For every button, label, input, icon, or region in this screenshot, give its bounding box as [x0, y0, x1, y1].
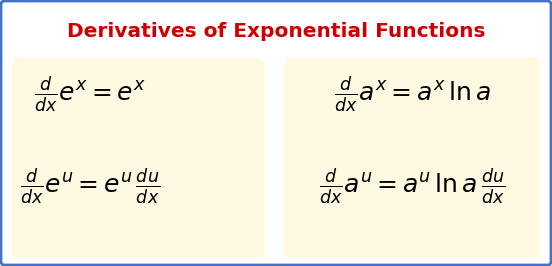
FancyBboxPatch shape: [284, 58, 540, 258]
Text: Derivatives of Exponential Functions: Derivatives of Exponential Functions: [67, 22, 485, 41]
Text: $\frac{d}{dx}a^x = a^x\,\ln a$: $\frac{d}{dx}a^x = a^x\,\ln a$: [333, 74, 490, 114]
Text: $\frac{d}{dx}a^u = a^u\,\ln a\,\frac{du}{dx}$: $\frac{d}{dx}a^u = a^u\,\ln a\,\frac{du}…: [319, 166, 505, 206]
Text: $\frac{d}{dx}e^u = e^u\,\frac{du}{dx}$: $\frac{d}{dx}e^u = e^u\,\frac{du}{dx}$: [20, 166, 160, 206]
Text: $\frac{d}{dx}e^x = e^x$: $\frac{d}{dx}e^x = e^x$: [34, 74, 146, 114]
FancyBboxPatch shape: [12, 58, 264, 258]
